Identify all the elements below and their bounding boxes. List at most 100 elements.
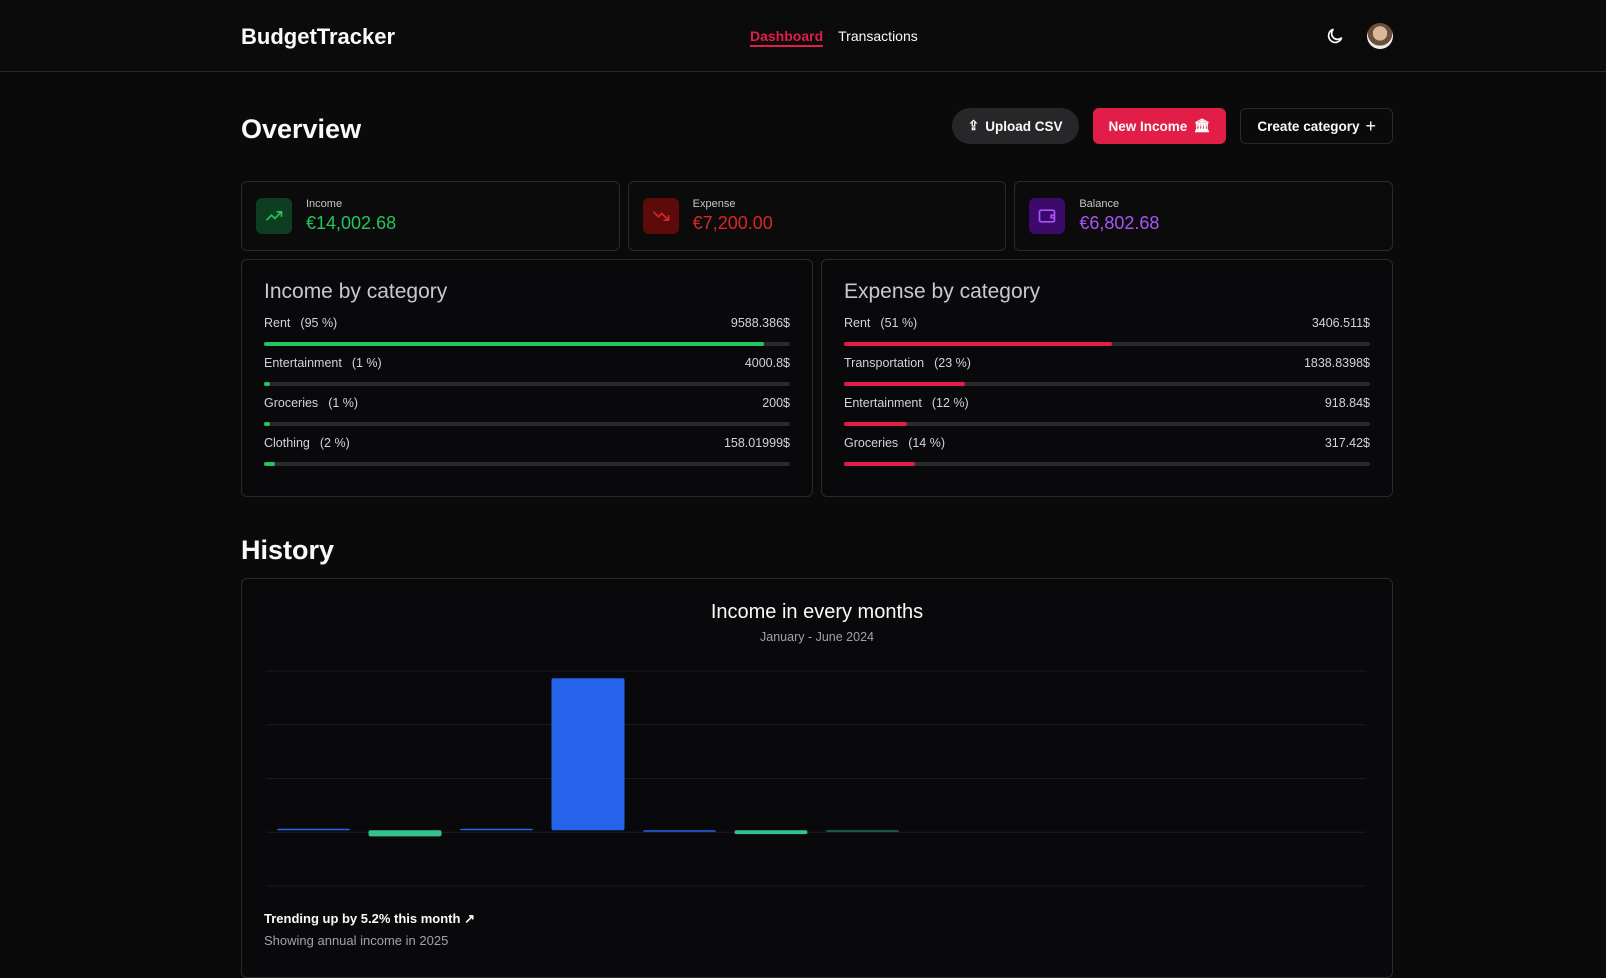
progress-fill	[264, 342, 764, 346]
progress-track	[264, 382, 790, 386]
category-name: Transportation	[844, 356, 925, 370]
category-row: Groceries (14 %) 317.42$	[844, 436, 1370, 476]
progress-fill	[264, 422, 271, 426]
create-category-label: Create category	[1257, 118, 1360, 134]
app-logo[interactable]: BudgetTracker	[241, 24, 396, 49]
progress-track	[844, 462, 1370, 466]
progress-track	[844, 342, 1370, 346]
category-row: Rent (51 %) 3406.511$	[844, 316, 1370, 356]
expense-value: €7,200.00	[692, 213, 773, 233]
bank-icon: 🏛︎	[1193, 118, 1211, 133]
category-row: Rent (95 %) 9588.386$	[264, 316, 790, 356]
history-section: History Income in every months January -…	[241, 535, 1393, 978]
upload-icon: ⇪	[967, 118, 980, 133]
bar[interactable]	[826, 830, 899, 832]
stat-label: Expense	[692, 198, 736, 210]
income-value: €14,002.68	[306, 213, 397, 233]
category-name: Entertainment	[844, 396, 922, 410]
progress-track	[844, 422, 1370, 426]
category-row: Transportation (23 %) 1838.8398$	[844, 356, 1370, 396]
category-name: Rent	[264, 316, 291, 330]
category-amount: 9588.386$	[730, 316, 790, 330]
category-percent: (23 %)	[934, 356, 971, 370]
category-amount: 317.42$	[1324, 436, 1370, 450]
income-stat-card: Income €14,002.68	[241, 181, 620, 251]
new-income-button[interactable]: New Income 🏛︎	[1092, 108, 1227, 144]
category-percent: (51 %)	[880, 316, 918, 330]
bar[interactable]	[277, 828, 350, 831]
progress-fill	[264, 382, 271, 386]
balance-value: €6,802.68	[1079, 213, 1160, 233]
category-percent: (95 %)	[300, 316, 338, 330]
trending-down-icon	[642, 198, 679, 234]
overview-header: Overview ⇪ Upload CSV New Income 🏛︎ Create…	[241, 108, 1393, 148]
progress-fill	[844, 462, 915, 466]
category-name: Groceries	[844, 436, 899, 450]
balance-stat-card: Balance €6,802.68	[1014, 181, 1394, 251]
create-category-button[interactable]: Create category +	[1240, 108, 1393, 144]
progress-track	[264, 422, 790, 426]
chart-title: Income in every months	[710, 601, 924, 623]
progress-fill	[844, 342, 1113, 346]
category-amount: 3406.511$	[1311, 316, 1370, 330]
plus-icon: +	[1365, 115, 1376, 136]
new-income-label: New Income	[1108, 118, 1188, 134]
category-amount: 918.84$	[1324, 396, 1370, 410]
category-percent: (14 %)	[908, 436, 946, 450]
expense-stat-card: Expense €7,200.00	[627, 181, 1007, 251]
category-percent: (1 %)	[351, 356, 382, 370]
income-by-category-card: Income by category Rent (95 %) 9588.386$ Ent…	[241, 259, 813, 497]
upload-csv-label: Upload CSV	[985, 118, 1063, 134]
expense-by-category-card: Expense by category Rent (51 %) 3406.511$ Tr…	[821, 259, 1393, 497]
main-nav: Dashboard Transactions	[750, 28, 918, 47]
nav-transactions[interactable]: Transactions	[838, 28, 918, 44]
category-row: Clothing (2 %) 158.01999$	[264, 436, 790, 476]
card-title: Expense by category	[844, 280, 1041, 303]
category-row: Entertainment (12 %) 918.84$	[844, 396, 1370, 436]
progress-track	[264, 462, 790, 466]
page-title: Overview	[241, 114, 362, 144]
chart-subtitle: January - June 2024	[760, 630, 874, 644]
nav-dashboard[interactable]: Dashboard	[750, 28, 824, 47]
category-name: Clothing	[264, 436, 310, 450]
bar[interactable]	[643, 830, 716, 832]
progress-fill	[264, 462, 275, 466]
category-name: Groceries	[264, 396, 319, 410]
bar[interactable]	[460, 828, 533, 831]
moon-icon[interactable]	[1325, 26, 1345, 46]
upload-csv-button[interactable]: ⇪ Upload CSV	[951, 108, 1079, 144]
stat-label: Balance	[1079, 198, 1120, 210]
summary-section: Income €14,002.68 Expense €7,200.00 Balanc…	[241, 181, 1394, 497]
category-row: Groceries (1 %) 200$	[264, 396, 790, 436]
trend-label: Trending up by 5.2% this month	[264, 911, 461, 926]
category-amount: 4000.8$	[744, 356, 790, 370]
trending-up-icon: ↗	[464, 911, 475, 926]
wallet-icon	[1029, 198, 1066, 234]
category-percent: (1 %)	[328, 396, 359, 410]
card-title: Income by category	[264, 280, 448, 303]
history-title: History	[241, 535, 335, 565]
progress-track	[264, 342, 790, 346]
category-percent: (2 %)	[319, 436, 350, 450]
bar[interactable]	[551, 678, 625, 831]
progress-track	[844, 382, 1370, 386]
progress-fill	[844, 422, 908, 426]
progress-fill	[844, 382, 965, 386]
trend-text: Trending up by 5.2% this month ↗	[264, 911, 475, 927]
category-name: Entertainment	[264, 356, 342, 370]
avatar[interactable]	[1367, 23, 1393, 49]
category-amount: 158.01999$	[723, 436, 790, 450]
category-percent: (12 %)	[931, 396, 969, 410]
category-name: Rent	[844, 316, 871, 330]
bar-chart	[266, 670, 1366, 887]
bar[interactable]	[368, 830, 442, 837]
trending-up-icon	[256, 198, 292, 234]
category-amount: 1838.8398$	[1303, 356, 1370, 370]
income-chart-card: Income in every months January - June 20…	[241, 578, 1393, 978]
chart-footnote: Showing annual income in 2025	[264, 933, 449, 948]
category-amount: 200$	[762, 396, 790, 410]
top-nav-bar: BudgetTracker Dashboard Transactions	[0, 0, 1606, 72]
category-row: Entertainment (1 %) 4000.8$	[264, 356, 790, 396]
stat-label: Income	[306, 198, 343, 210]
bar[interactable]	[734, 830, 808, 835]
